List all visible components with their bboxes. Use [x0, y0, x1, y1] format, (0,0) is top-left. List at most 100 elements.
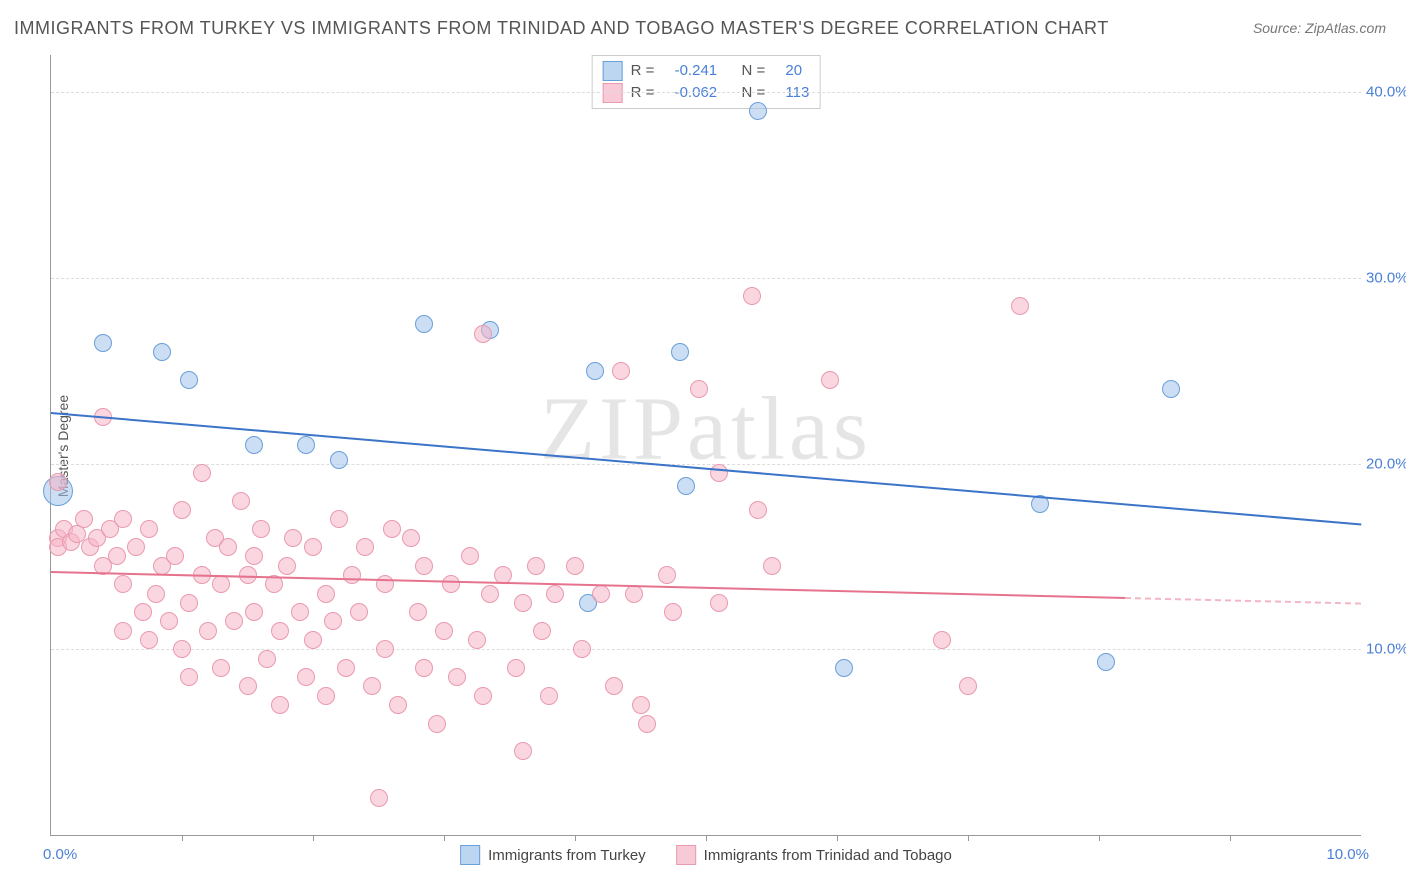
trinidad-point: [468, 631, 486, 649]
scatter-plot-area: ZIPatlas R = -0.241 N = 20 R = -0.062 N …: [50, 55, 1361, 836]
trinidad-point: [605, 677, 623, 695]
trinidad-point: [415, 659, 433, 677]
trinidad-point: [638, 715, 656, 733]
x-tick: [313, 835, 314, 841]
trinidad-point: [409, 603, 427, 621]
trinidad-point: [442, 575, 460, 593]
y-tick-label: 10.0%: [1366, 641, 1406, 658]
trinidad-point: [546, 585, 564, 603]
trinidad-point: [271, 696, 289, 714]
trinidad-point: [49, 473, 67, 491]
trinidad-point: [664, 603, 682, 621]
y-tick-label: 30.0%: [1366, 269, 1406, 286]
source-label: Source: ZipAtlas.com: [1253, 20, 1386, 36]
trinidad-point: [199, 622, 217, 640]
trinidad-point: [743, 287, 761, 305]
trinidad-point: [147, 585, 165, 603]
trinidad-point: [821, 371, 839, 389]
trinidad-point: [219, 538, 237, 556]
trinidad-point: [415, 557, 433, 575]
trinidad-point: [173, 501, 191, 519]
x-tick: [837, 835, 838, 841]
trend-line: [51, 412, 1361, 525]
trinidad-point: [402, 529, 420, 547]
trinidad-point: [114, 575, 132, 593]
trinidad-point: [75, 510, 93, 528]
trinidad-point: [212, 575, 230, 593]
turkey-point: [153, 343, 171, 361]
trinidad-point: [271, 622, 289, 640]
trinidad-point: [363, 677, 381, 695]
trend-line-dashed: [1125, 597, 1361, 605]
y-tick-label: 40.0%: [1366, 84, 1406, 101]
x-tick: [444, 835, 445, 841]
turkey-point: [415, 315, 433, 333]
trinidad-point: [658, 566, 676, 584]
trinidad-point: [225, 612, 243, 630]
trinidad-point: [933, 631, 951, 649]
trinidad-point: [592, 585, 610, 603]
trinidad-point: [108, 547, 126, 565]
trinidad-point: [304, 538, 322, 556]
trinidad-point: [291, 603, 309, 621]
trinidad-point: [239, 677, 257, 695]
turkey-point: [94, 334, 112, 352]
turkey-point: [835, 659, 853, 677]
trinidad-point: [514, 594, 532, 612]
trinidad-point: [317, 687, 335, 705]
trinidad-point: [245, 547, 263, 565]
turkey-point: [671, 343, 689, 361]
trinidad-point: [278, 557, 296, 575]
trinidad-point: [114, 622, 132, 640]
trinidad-point: [383, 520, 401, 538]
trinidad-point: [330, 510, 348, 528]
trinidad-point: [180, 668, 198, 686]
x-tick: [182, 835, 183, 841]
trinidad-point: [632, 696, 650, 714]
gridline-h: [51, 649, 1361, 650]
gridline-h: [51, 464, 1361, 465]
trinidad-point: [245, 603, 263, 621]
trinidad-point: [481, 585, 499, 603]
trinidad-point: [252, 520, 270, 538]
trinidad-point: [376, 640, 394, 658]
trinidad-point: [527, 557, 545, 575]
trinidad-point: [474, 687, 492, 705]
trinidad-point: [114, 510, 132, 528]
trinidad-point: [763, 557, 781, 575]
trinidad-point: [356, 538, 374, 556]
trinidad-point: [428, 715, 446, 733]
trinidad-point: [566, 557, 584, 575]
x-tick: [1230, 835, 1231, 841]
turkey-point: [749, 102, 767, 120]
trinidad-legend-label: Immigrants from Trinidad and Tobago: [704, 847, 952, 864]
trinidad-point: [317, 585, 335, 603]
trinidad-point: [304, 631, 322, 649]
trinidad-point: [389, 696, 407, 714]
turkey-point: [180, 371, 198, 389]
turkey-point: [1097, 653, 1115, 671]
turkey-swatch: [603, 61, 623, 81]
trinidad-point: [710, 594, 728, 612]
turkey-point: [586, 362, 604, 380]
gridline-h: [51, 92, 1361, 93]
trinidad-point: [297, 668, 315, 686]
trinidad-point: [710, 464, 728, 482]
trinidad-point: [232, 492, 250, 510]
trinidad-point: [507, 659, 525, 677]
trinidad-point: [140, 631, 158, 649]
x-axis-min: 0.0%: [43, 846, 77, 863]
trinidad-point: [959, 677, 977, 695]
trinidad-point: [448, 668, 466, 686]
trinidad-point: [343, 566, 361, 584]
turkey-point: [297, 436, 315, 454]
trinidad-point: [690, 380, 708, 398]
trinidad-point: [533, 622, 551, 640]
trinidad-point: [134, 603, 152, 621]
turkey-point: [245, 436, 263, 454]
turkey-legend-label: Immigrants from Turkey: [488, 847, 646, 864]
trinidad-point: [461, 547, 479, 565]
trinidad-point: [337, 659, 355, 677]
trinidad-point: [180, 594, 198, 612]
trinidad-legend-swatch: [676, 845, 696, 865]
